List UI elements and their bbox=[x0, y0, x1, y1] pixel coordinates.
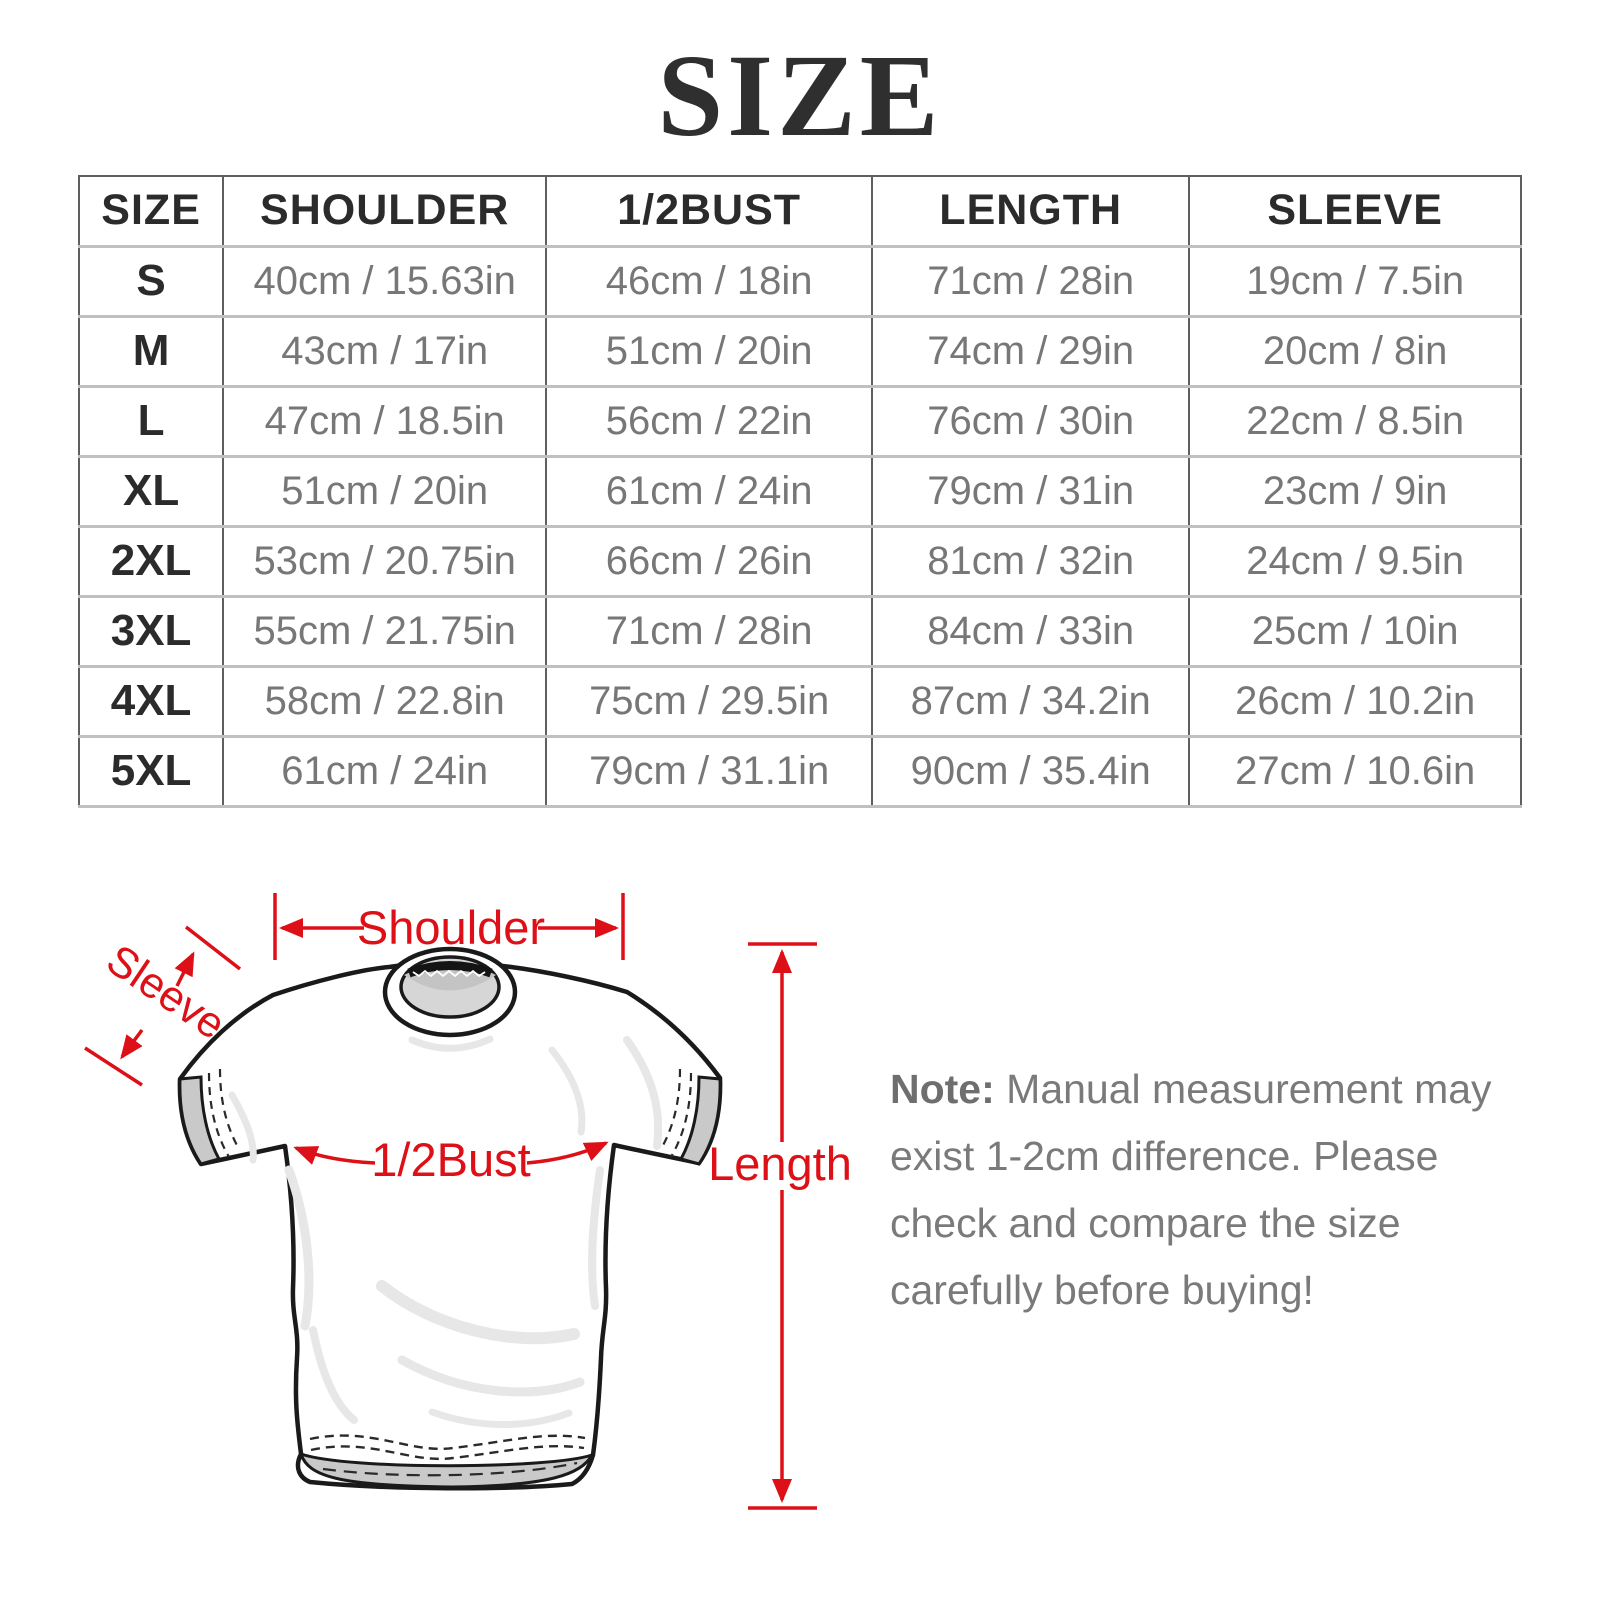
length-cell: 90cm / 35.4in bbox=[871, 734, 1191, 808]
shoulder-cell: 40cm / 15.63in bbox=[222, 244, 548, 318]
shoulder-label: Shoulder bbox=[357, 901, 545, 954]
size-table: SIZE SHOULDER 1/2BUST LENGTH SLEEVE S 40… bbox=[77, 175, 1522, 808]
bust-cell: 75cm / 29.5in bbox=[545, 664, 874, 738]
header-cell-size: SIZE bbox=[77, 175, 225, 247]
tshirt-measurement-diagram: Shoulder Sleeve 1/2Bust Length bbox=[84, 893, 852, 1510]
note-line: check and compare the size bbox=[890, 1200, 1401, 1246]
shoulder-cell: 55cm / 21.75in bbox=[222, 594, 548, 668]
shoulder-cell: 53cm / 20.75in bbox=[222, 524, 548, 598]
sleeve-cell: 26cm / 10.2in bbox=[1188, 664, 1522, 738]
sleeve-cell: 24cm / 9.5in bbox=[1188, 524, 1522, 598]
size-cell: S bbox=[77, 244, 225, 318]
page-title: SIZE bbox=[657, 30, 943, 161]
shoulder-cell: 47cm / 18.5in bbox=[222, 384, 548, 458]
fabric-wrinkles bbox=[228, 1035, 663, 1428]
shoulder-cell: 58cm / 22.8in bbox=[222, 664, 548, 738]
header-cell-sleeve: SLEEVE bbox=[1188, 175, 1522, 247]
sleeve-cell: 25cm / 10in bbox=[1188, 594, 1522, 668]
shoulder-cell: 43cm / 17in bbox=[222, 314, 548, 388]
length-cell: 74cm / 29in bbox=[871, 314, 1191, 388]
note-line: Note: Manual measurement may bbox=[890, 1056, 1530, 1123]
size-cell: M bbox=[77, 314, 225, 388]
size-cell: XL bbox=[77, 454, 225, 528]
bust-cell: 61cm / 24in bbox=[545, 454, 874, 528]
collar-ribbing-zigzag bbox=[412, 969, 486, 978]
header-cell-bust: 1/2BUST bbox=[545, 175, 874, 247]
note-text: Note: Manual measurement may exist 1-2cm… bbox=[890, 1056, 1530, 1324]
bottom-hem-band bbox=[298, 1451, 596, 1489]
bust-cell: 51cm / 20in bbox=[545, 314, 874, 388]
table-row: M 43cm / 17in 51cm / 20in 74cm / 29in 20… bbox=[77, 314, 1522, 388]
sleeve-cell: 19cm / 7.5in bbox=[1188, 244, 1522, 318]
table-row: XL 51cm / 20in 61cm / 24in 79cm / 31in 2… bbox=[77, 454, 1522, 528]
tshirt-graphic bbox=[177, 946, 723, 1491]
bust-measure-arrow: 1/2Bust bbox=[293, 1133, 609, 1186]
table-row: 5XL 61cm / 24in 79cm / 31.1in 90cm / 35.… bbox=[77, 734, 1522, 808]
bust-cell: 56cm / 22in bbox=[545, 384, 874, 458]
length-cell: 71cm / 28in bbox=[871, 244, 1191, 318]
size-cell: 4XL bbox=[77, 664, 225, 738]
note-line-text: Manual measurement may bbox=[1006, 1066, 1492, 1112]
bust-cell: 79cm / 31.1in bbox=[545, 734, 874, 808]
collar-ribbing-strip bbox=[407, 961, 493, 978]
sleeve-cell: 23cm / 9in bbox=[1188, 454, 1522, 528]
bust-cell: 66cm / 26in bbox=[545, 524, 874, 598]
bust-label: 1/2Bust bbox=[371, 1133, 530, 1186]
table-header-row: SIZE SHOULDER 1/2BUST LENGTH SLEEVE bbox=[77, 175, 1522, 247]
sleeve-cell: 27cm / 10.6in bbox=[1188, 734, 1522, 808]
note-line: exist 1-2cm difference. Please bbox=[890, 1133, 1439, 1179]
shoulder-cell: 51cm / 20in bbox=[222, 454, 548, 528]
length-measure-arrow: Length bbox=[708, 942, 852, 1510]
length-cell: 76cm / 30in bbox=[871, 384, 1191, 458]
shoulder-cell: 61cm / 24in bbox=[222, 734, 548, 808]
table-row: 4XL 58cm / 22.8in 75cm / 29.5in 87cm / 3… bbox=[77, 664, 1522, 738]
length-cell: 87cm / 34.2in bbox=[871, 664, 1191, 738]
note-line: carefully before buying! bbox=[890, 1267, 1314, 1313]
size-cell: 2XL bbox=[77, 524, 225, 598]
length-cell: 81cm / 32in bbox=[871, 524, 1191, 598]
length-cell: 84cm / 33in bbox=[871, 594, 1191, 668]
table-row: 3XL 55cm / 21.75in 71cm / 28in 84cm / 33… bbox=[77, 594, 1522, 668]
bust-cell: 71cm / 28in bbox=[545, 594, 874, 668]
table-row: L 47cm / 18.5in 56cm / 22in 76cm / 30in … bbox=[77, 384, 1522, 458]
bust-cell: 46cm / 18in bbox=[545, 244, 874, 318]
length-label: Length bbox=[708, 1137, 852, 1190]
header-cell-shoulder: SHOULDER bbox=[222, 175, 548, 247]
size-cell: L bbox=[77, 384, 225, 458]
right-sleeve-hem-band bbox=[678, 1075, 722, 1166]
bottom-hem-band-stitch bbox=[322, 1461, 578, 1477]
size-cell: 5XL bbox=[77, 734, 225, 808]
left-sleeve-stitching bbox=[207, 1068, 240, 1158]
sleeve-cell: 22cm / 8.5in bbox=[1188, 384, 1522, 458]
note-label: Note: bbox=[890, 1066, 995, 1112]
size-cell: 3XL bbox=[77, 594, 225, 668]
tshirt-body-outline bbox=[177, 960, 723, 1491]
length-cell: 79cm / 31in bbox=[871, 454, 1191, 528]
left-sleeve-hem-band bbox=[178, 1075, 222, 1166]
sleeve-label: Sleeve bbox=[98, 936, 234, 1049]
right-sleeve-stitching bbox=[660, 1068, 693, 1158]
shoulder-measure-arrow: Shoulder bbox=[273, 893, 625, 960]
sleeve-cell: 20cm / 8in bbox=[1188, 314, 1522, 388]
header-cell-length: LENGTH bbox=[871, 175, 1191, 247]
bottom-hem-stitching bbox=[309, 1434, 586, 1461]
table-row: S 40cm / 15.63in 46cm / 18in 71cm / 28in… bbox=[77, 244, 1522, 318]
table-row: 2XL 53cm / 20.75in 66cm / 26in 81cm / 32… bbox=[77, 524, 1522, 598]
